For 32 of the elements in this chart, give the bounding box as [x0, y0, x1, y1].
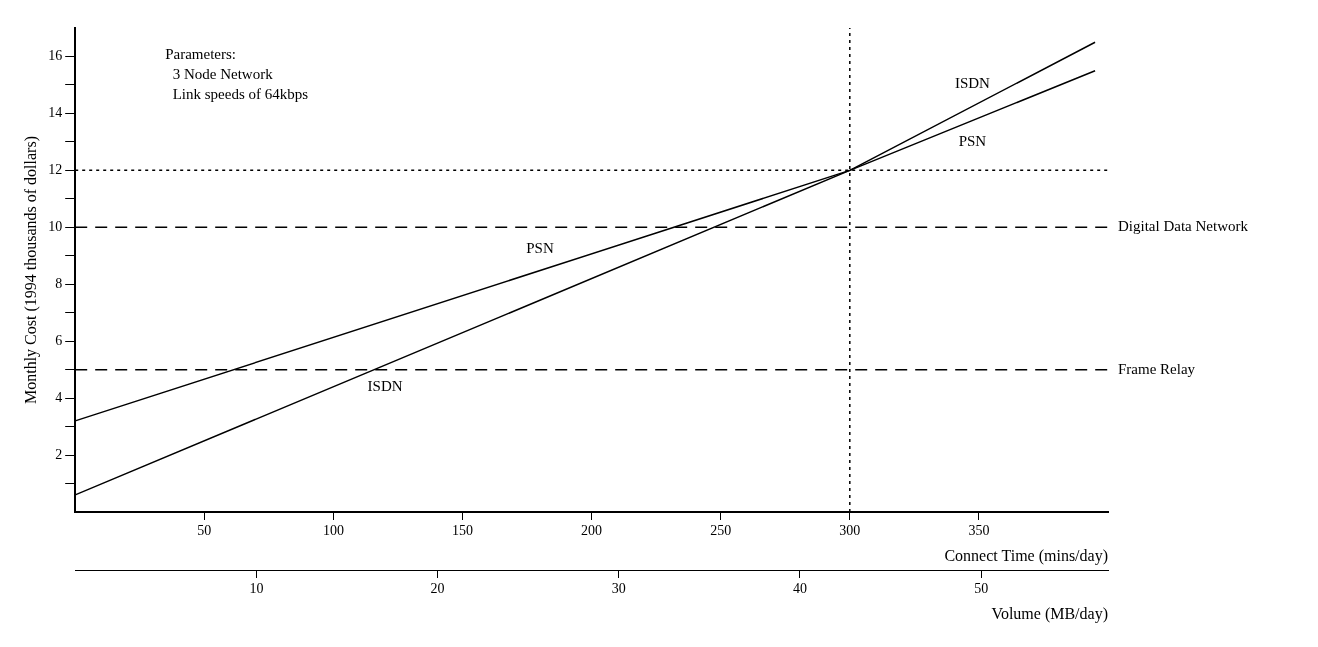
annotation: Parameters:: [165, 46, 237, 63]
y-tick-label: 16: [48, 48, 63, 64]
y-tick-label: 8: [55, 275, 63, 291]
y-tick-label: 6: [55, 332, 63, 348]
x-tick-label: 200: [581, 523, 603, 539]
text: ISDN: [954, 75, 990, 92]
ref-line-label: Frame Relay: [1118, 360, 1196, 377]
x-axis-title: Connect Time (mins/day): [944, 546, 1108, 565]
text: PSN: [526, 239, 554, 256]
y-tick-label: 12: [48, 162, 63, 178]
y-tick-label: 4: [55, 389, 63, 405]
ref-line-label: Digital Data Network: [1118, 218, 1249, 235]
y-tick-label: 2: [55, 446, 63, 462]
x2-axis-title: Volume (MB/day): [991, 604, 1108, 623]
series-label: PSN: [958, 133, 987, 150]
x-tick-label: 350: [968, 523, 990, 539]
x-tick-label: 250: [710, 523, 732, 539]
y-axis-title: Monthly Cost (1994 thousands of dollars): [21, 136, 40, 404]
y-tick-label: 10: [48, 218, 63, 234]
y-tick-label: 14: [48, 105, 63, 121]
annotation: 3 Node Network: [165, 66, 274, 83]
x-tick-label: 100: [322, 523, 344, 539]
annotation: Link speeds of 64kbps: [165, 86, 309, 103]
x2-tick-label: 40: [792, 581, 807, 597]
x-tick-label: 50: [197, 523, 212, 539]
x-tick-label: 150: [452, 523, 473, 539]
x2-tick-label: 30: [611, 581, 626, 597]
x2-tick-label: 20: [430, 581, 445, 597]
x2-tick-label: 50: [974, 581, 989, 597]
x-tick-label: 300: [839, 523, 861, 539]
x2-tick-label: 10: [249, 581, 264, 597]
series-label: ISDN: [367, 378, 403, 395]
